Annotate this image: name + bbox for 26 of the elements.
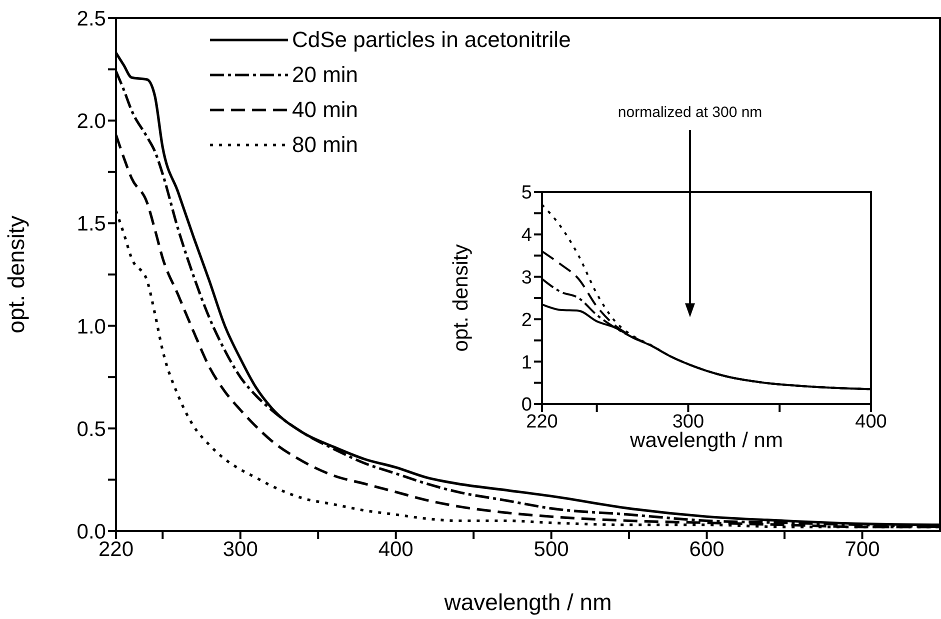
legend-label: 20 min [292, 61, 358, 89]
y-axis-title: opt. density [3, 215, 30, 334]
y-tick-label: 2.5 [76, 7, 106, 30]
legend-label: 80 min [292, 131, 358, 159]
legend-label: 40 min [292, 96, 358, 124]
x-tick-label: 220 [98, 538, 134, 561]
y-tick-label: 5 [521, 182, 532, 204]
y-tick-label: 1 [521, 352, 532, 374]
x-tick-label: 400 [855, 411, 887, 432]
legend-label: CdSe particles in acetonitrile [292, 26, 571, 54]
x-tick-label: 300 [222, 538, 258, 561]
y-tick-label: 0.5 [76, 418, 106, 441]
y-tick-label: 2 [521, 310, 532, 331]
x-tick-label: 700 [844, 538, 880, 561]
y-tick-label: 3 [521, 268, 532, 289]
y-tick-label: 1.5 [76, 212, 106, 236]
x-axis-title: wavelength / nm [443, 589, 612, 615]
y-tick-label: 1.0 [76, 315, 106, 338]
y-tick-label: 2.0 [76, 110, 106, 134]
y-tick-label: 4 [521, 225, 532, 246]
x-tick-label: 600 [689, 538, 724, 561]
x-tick-label: 400 [378, 538, 414, 561]
x-tick-label: 220 [526, 411, 558, 432]
annotation: normalized at 300 nm [616, 104, 764, 121]
y-axis-title: opt. density [449, 244, 472, 352]
x-tick-label: 500 [534, 538, 569, 561]
